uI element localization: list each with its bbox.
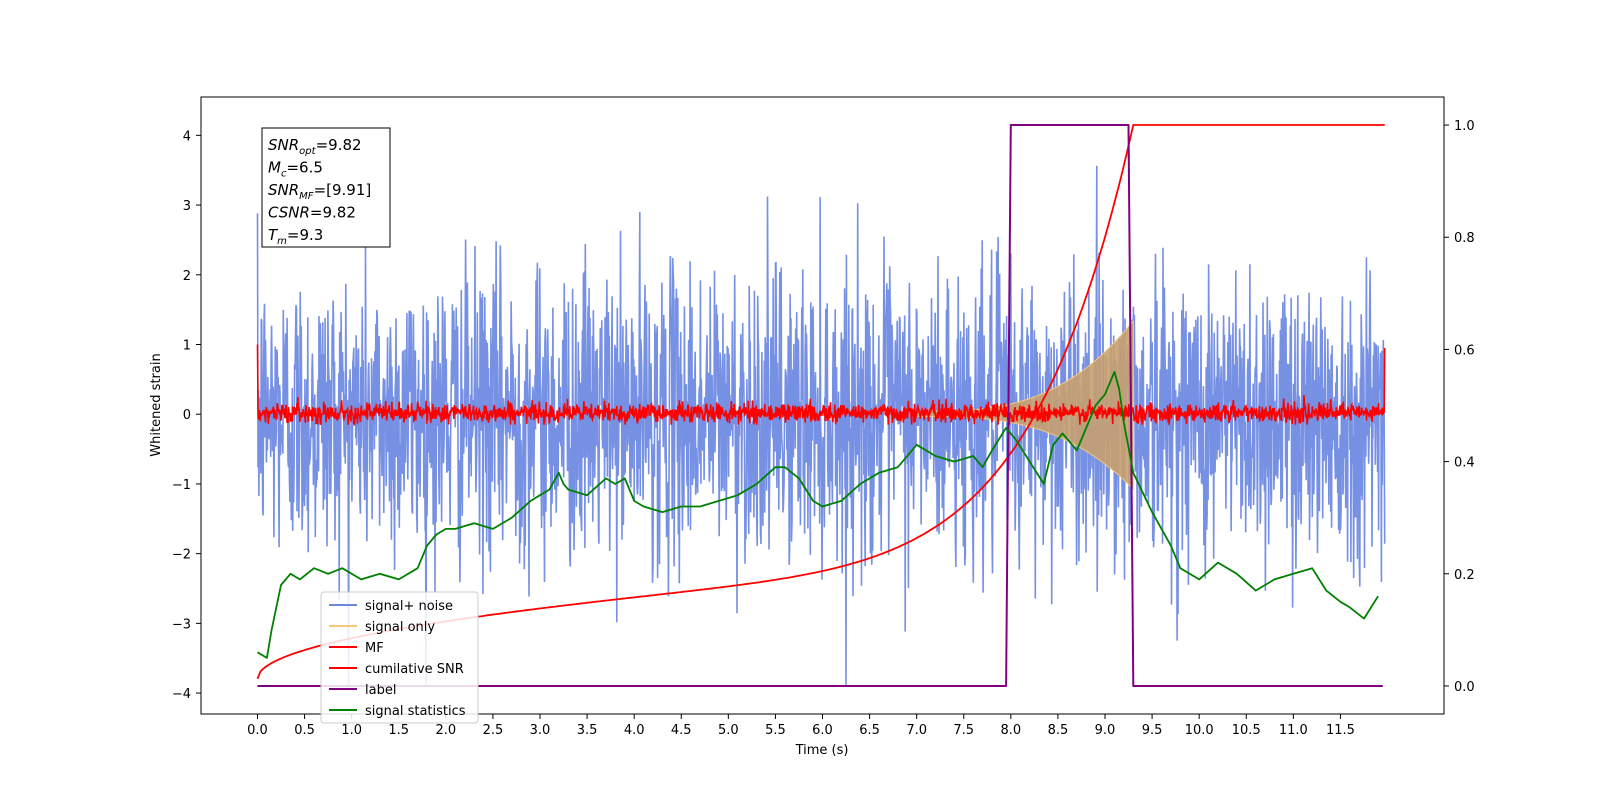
y2-tick-label: 0.0 bbox=[1454, 680, 1475, 695]
legend-entry: signal only bbox=[365, 620, 435, 635]
info-line: Mc=6.5 bbox=[268, 159, 323, 180]
x-tick-label: 5.0 bbox=[718, 723, 739, 738]
legend-entry: label bbox=[365, 683, 396, 698]
x-tick-label: 7.0 bbox=[906, 723, 927, 738]
info-line: SNRopt=9.82 bbox=[268, 136, 362, 157]
x-tick-label: 2.0 bbox=[435, 723, 456, 738]
x-tick-label: 1.5 bbox=[388, 723, 409, 738]
legend-entry: signal statistics bbox=[365, 704, 466, 719]
series-label bbox=[257, 124, 1383, 687]
y-axis-left: −4 −3 −2 −1 0 1 2 3 4 bbox=[172, 129, 201, 702]
series-signal-statistics bbox=[257, 370, 1379, 659]
x-tick-label: 10.0 bbox=[1185, 723, 1214, 738]
y2-tick-label: 0.8 bbox=[1454, 231, 1475, 246]
x-tick-label: 7.5 bbox=[953, 723, 974, 738]
info-line: CSNR=9.82 bbox=[268, 204, 356, 222]
series-signal-noise bbox=[256, 165, 1386, 687]
x-tick-label: 4.5 bbox=[671, 723, 692, 738]
x-tick-label: 6.0 bbox=[812, 723, 833, 738]
x-tick-label: 5.5 bbox=[765, 723, 786, 738]
y-tick-label: −3 bbox=[172, 617, 191, 632]
y2-tick-label: 0.2 bbox=[1454, 568, 1475, 583]
x-tick-label: 3.5 bbox=[577, 723, 598, 738]
y2-tick-label: 0.6 bbox=[1454, 343, 1475, 358]
x-tick-label: 1.0 bbox=[341, 723, 362, 738]
x-tick-label: 2.5 bbox=[483, 723, 504, 738]
y-tick-label: 2 bbox=[183, 269, 191, 284]
x-tick-label: 10.5 bbox=[1232, 723, 1261, 738]
x-tick-label: 8.0 bbox=[1000, 723, 1021, 738]
legend-entry: cumilative SNR bbox=[365, 662, 464, 677]
y-tick-label: 3 bbox=[183, 199, 191, 214]
info-box-frame bbox=[261, 127, 391, 248]
x-tick-label: 9.0 bbox=[1095, 723, 1116, 738]
y-tick-label: 0 bbox=[183, 408, 191, 423]
y-tick-label: 4 bbox=[183, 129, 191, 144]
info-line: Tm=9.3 bbox=[268, 226, 323, 247]
x-axis: 0.0 0.5 1.0 1.5 2.0 2.5 3.0 3.5 4.0 4.5 5.0 5.5 6.0 6… bbox=[247, 714, 1355, 738]
y-axis-right: 0.0 0.2 0.4 0.6 0.8 1.0 bbox=[1444, 119, 1475, 695]
x-tick-label: 4.0 bbox=[624, 723, 645, 738]
legend-entry: signal+ noise bbox=[365, 599, 453, 614]
y-tick-label: 1 bbox=[183, 338, 191, 353]
legend: signal+ noise signal only MF cumilative SNR… bbox=[320, 591, 479, 724]
y2-tick-label: 1.0 bbox=[1454, 119, 1475, 134]
x-tick-label: 3.0 bbox=[530, 723, 551, 738]
x-tick-label: 6.5 bbox=[859, 723, 880, 738]
x-tick-label: 11.5 bbox=[1326, 723, 1355, 738]
x-axis-label: Time (s) bbox=[795, 743, 849, 758]
y2-tick-label: 0.4 bbox=[1454, 456, 1475, 471]
info-line: SNRMF=[9.91] bbox=[268, 181, 371, 202]
plot-area bbox=[256, 124, 1386, 687]
legend-frame bbox=[320, 591, 479, 724]
legend-entry: MF bbox=[365, 641, 384, 656]
y-axis-label: Whitened strain bbox=[149, 353, 164, 456]
x-tick-label: 0.5 bbox=[294, 723, 315, 738]
x-tick-label: 9.5 bbox=[1142, 723, 1163, 738]
y-tick-label: −1 bbox=[172, 478, 191, 493]
series-mf bbox=[256, 344, 1386, 425]
y-tick-label: −4 bbox=[172, 687, 191, 702]
x-tick-label: 0.0 bbox=[247, 723, 268, 738]
y-tick-label: −2 bbox=[172, 548, 191, 563]
x-tick-label: 11.0 bbox=[1279, 723, 1308, 738]
x-tick-label: 8.5 bbox=[1048, 723, 1069, 738]
